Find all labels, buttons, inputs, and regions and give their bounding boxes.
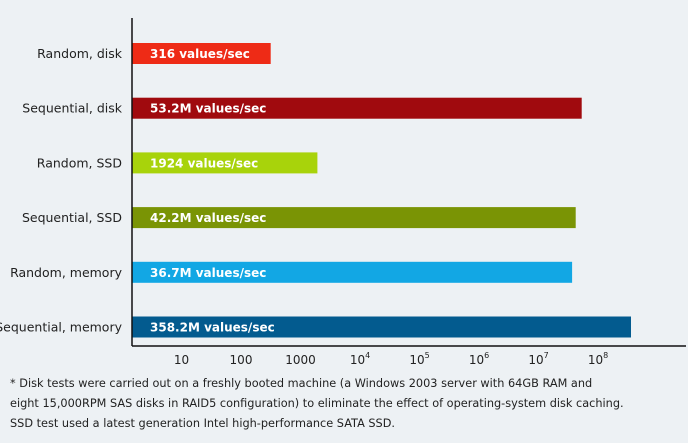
x-tick-label-0: 10 <box>174 353 189 367</box>
category-label-4: Random, memory <box>10 265 123 280</box>
bar-1 <box>132 97 582 119</box>
data-label-2: 1924 values/sec <box>150 156 258 170</box>
x-tick-label-7: 108 <box>588 351 608 367</box>
x-tick-label-2: 1000 <box>285 353 316 367</box>
category-label-2: Random, SSD <box>37 155 122 170</box>
bar-3 <box>132 207 576 229</box>
footnote-line-2: eight 15,000RPM SAS disks in RAID5 confi… <box>10 397 624 410</box>
x-tick-label-6: 107 <box>528 351 548 367</box>
bar-4 <box>132 261 573 283</box>
footnote: * Disk tests were carried out on a fresh… <box>10 374 680 434</box>
x-tick-labels-group: 10 100 1000 104 105 106 107 108 <box>174 351 608 367</box>
bar-0 <box>132 43 271 64</box>
category-label-0: Random, disk <box>37 46 123 61</box>
category-label-1: Sequential, disk <box>22 101 122 116</box>
x-tick-label-4: 105 <box>409 351 429 367</box>
footnote-line-3: SSD test used a latest generation Intel … <box>10 417 396 430</box>
x-tick-label-5: 106 <box>469 351 489 367</box>
category-label-3: Sequential, SSD <box>22 210 122 225</box>
x-tick-label-1: 100 <box>230 353 253 367</box>
data-label-5: 358.2M values/sec <box>150 321 275 335</box>
category-labels-group: Random, disk Sequential, disk Random, SSD S… <box>0 46 123 335</box>
data-label-4: 36.7M values/sec <box>150 266 266 280</box>
data-labels-group: 316 values/sec 53.2M values/sec 1924 value… <box>150 47 275 335</box>
data-label-3: 42.2M values/sec <box>150 211 266 225</box>
category-label-5: Sequential, memory <box>0 320 123 335</box>
bar-5 <box>132 316 631 338</box>
data-label-0: 316 values/sec <box>150 47 250 61</box>
footnote-line-1: * Disk tests were carried out on a fresh… <box>10 377 593 390</box>
bars-group <box>132 43 631 338</box>
bar-chart: Random, disk Sequential, disk Random, SSD S… <box>0 18 686 367</box>
x-tick-label-3: 104 <box>350 351 370 367</box>
bar-2 <box>132 152 318 174</box>
data-label-1: 53.2M values/sec <box>150 102 266 116</box>
